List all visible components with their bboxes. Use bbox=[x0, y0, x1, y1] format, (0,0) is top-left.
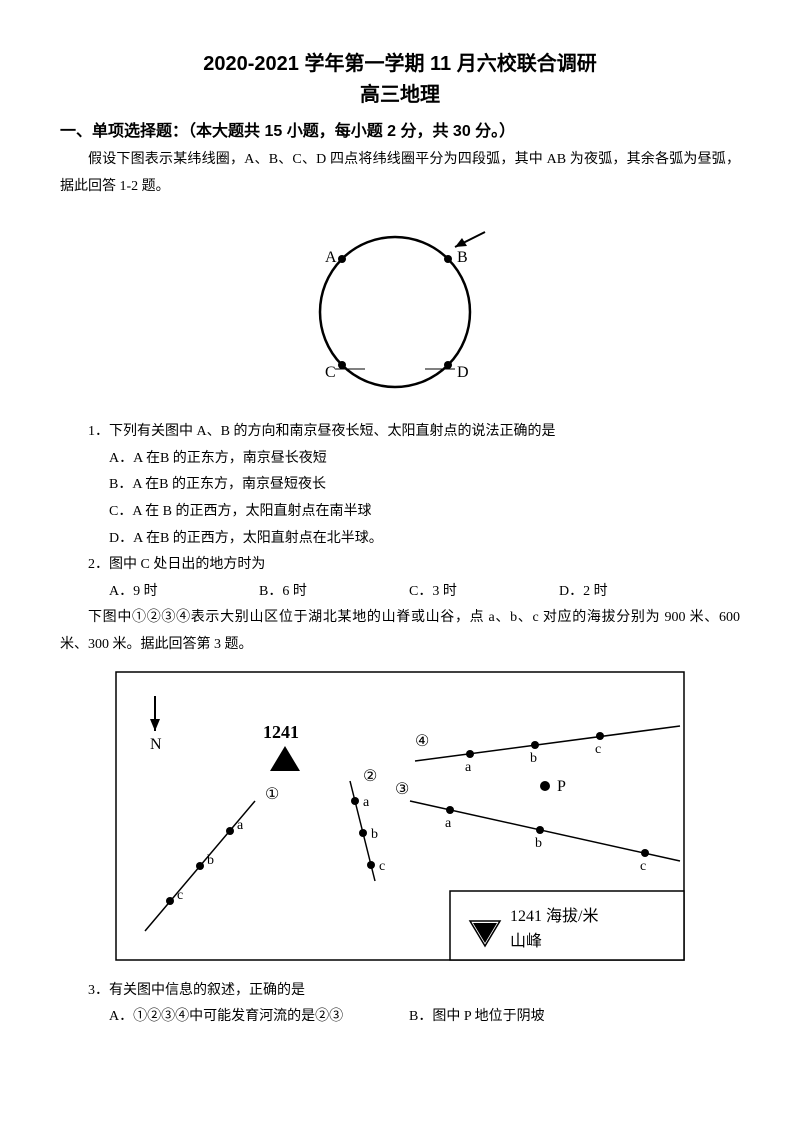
ridge-2-a: a bbox=[363, 795, 370, 810]
label-d: D bbox=[457, 364, 469, 381]
ridge-1-a: a bbox=[237, 818, 244, 833]
ridge-4-b: b bbox=[530, 751, 537, 766]
q1-option-a: A．A 在B 的正东方，南京昼长夜短 bbox=[60, 446, 740, 473]
intro-paragraph-1: 假设下图表示某纬线圈，A、B、C、D 四点将纬线圈平分为四段弧，其中 AB 为夜… bbox=[60, 147, 740, 200]
label-b: B bbox=[457, 249, 468, 266]
q2-option-c: C．3 时 bbox=[409, 579, 559, 606]
label-a: A bbox=[325, 249, 337, 266]
north-label: N bbox=[150, 736, 162, 753]
q3-option-a: A．①②③④中可能发育河流的是②③ bbox=[109, 1004, 409, 1031]
q1-option-c: C．A 在 B 的正西方，太阳直射点在南半球 bbox=[60, 499, 740, 526]
ridge-3-b: b bbox=[535, 836, 542, 851]
question-2: 2．图中 C 处日出的地方时为 bbox=[60, 552, 740, 579]
peak-label: 1241 bbox=[263, 722, 299, 742]
figure-2-map: N 1241 ① a b c ② a b c ③ a b c bbox=[60, 671, 740, 966]
intro-paragraph-2: 下图中①②③④表示大别山区位于湖北某地的山脊或山谷，点 a、b、c 对应的海拔分… bbox=[60, 605, 740, 658]
ridge-2-c: c bbox=[379, 859, 385, 874]
q1-option-d: D．A 在B 的正西方，太阳直射点在北半球。 bbox=[60, 526, 740, 553]
question-1: 1．下列有关图中 A、B 的方向和南京昼夜长短、太阳直射点的说法正确的是 bbox=[60, 419, 740, 446]
ridge-2-b: b bbox=[371, 827, 378, 842]
question-3: 3．有关图中信息的叙述，正确的是 bbox=[60, 978, 740, 1005]
q3-option-b: B．图中 P 地位于阴坡 bbox=[409, 1004, 545, 1031]
ridge-1-b: b bbox=[207, 853, 214, 868]
ridge-3-c: c bbox=[640, 859, 646, 874]
ridge-4-a: a bbox=[465, 760, 472, 775]
exam-title-line1: 2020-2021 学年第一学期 11 月六校联合调研 bbox=[60, 50, 740, 78]
q2-option-d: D．2 时 bbox=[559, 579, 709, 606]
legend-peak: 山峰 bbox=[510, 932, 542, 950]
figure-1-circle: A B C D bbox=[60, 212, 740, 407]
ridge-3-a: a bbox=[445, 816, 452, 831]
ridge-2-label: ② bbox=[363, 768, 377, 785]
q2-options: A．9 时 B．6 时 C．3 时 D．2 时 bbox=[60, 579, 740, 606]
q1-option-b: B．A 在B 的正东方，南京昼短夜长 bbox=[60, 472, 740, 499]
q2-option-a: A．9 时 bbox=[109, 579, 259, 606]
ridge-1-c: c bbox=[177, 888, 183, 903]
ridge-4-label: ④ bbox=[415, 733, 429, 750]
legend-elev: 1241 海拔/米 bbox=[510, 907, 598, 925]
q3-options-row1: A．①②③④中可能发育河流的是②③ B．图中 P 地位于阴坡 bbox=[60, 1004, 740, 1031]
ridge-3-label: ③ bbox=[395, 781, 409, 798]
point-p-label: P bbox=[557, 778, 566, 795]
ridge-4-c: c bbox=[595, 742, 601, 757]
ridge-1-label: ① bbox=[265, 786, 279, 803]
exam-title-line2: 高三地理 bbox=[60, 78, 740, 107]
label-c: C bbox=[325, 364, 336, 381]
section-heading: 一、单项选择题：（本大题共 15 小题，每小题 2 分，共 30 分。） bbox=[60, 117, 740, 141]
q2-option-b: B．6 时 bbox=[259, 579, 409, 606]
